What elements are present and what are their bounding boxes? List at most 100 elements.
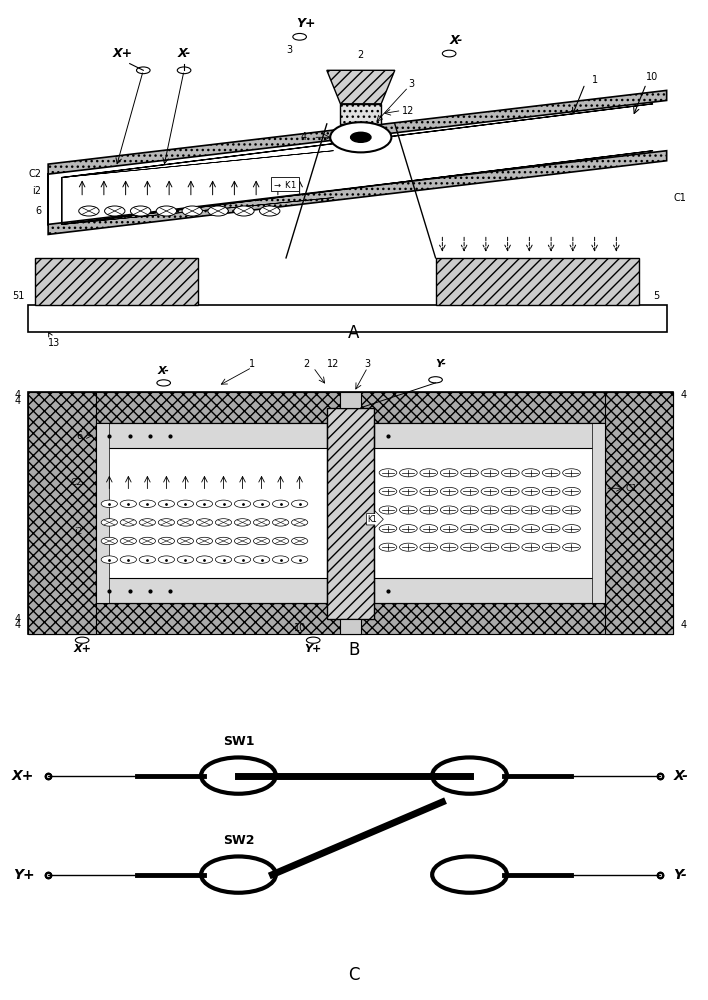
Text: B: B: [348, 641, 360, 659]
Bar: [375, 423, 605, 448]
Text: X-: X-: [673, 769, 688, 783]
Circle shape: [253, 537, 270, 545]
Circle shape: [379, 525, 396, 533]
Circle shape: [101, 556, 118, 563]
Circle shape: [139, 537, 156, 545]
Circle shape: [215, 556, 232, 563]
Circle shape: [120, 556, 137, 563]
Text: Y+: Y+: [13, 868, 35, 882]
Circle shape: [75, 637, 89, 643]
Circle shape: [196, 500, 212, 508]
Circle shape: [461, 506, 479, 514]
Circle shape: [253, 556, 270, 563]
Text: 4: 4: [680, 620, 686, 630]
Circle shape: [379, 469, 396, 477]
Text: 4: 4: [15, 396, 21, 406]
Circle shape: [350, 132, 371, 142]
Circle shape: [481, 525, 498, 533]
Circle shape: [461, 543, 479, 551]
Text: Y-: Y-: [435, 359, 447, 369]
Bar: [96, 578, 327, 603]
Circle shape: [399, 525, 417, 533]
Circle shape: [120, 519, 137, 526]
Circle shape: [177, 519, 193, 526]
Text: 6: 6: [76, 431, 82, 441]
Text: 1: 1: [249, 359, 255, 369]
Circle shape: [481, 543, 498, 551]
Bar: [96, 423, 327, 448]
Circle shape: [273, 537, 289, 545]
Bar: [341, 392, 361, 408]
Circle shape: [420, 543, 438, 551]
Circle shape: [273, 500, 289, 508]
Circle shape: [399, 543, 417, 551]
Circle shape: [563, 543, 581, 551]
Circle shape: [440, 543, 458, 551]
Text: C1: C1: [626, 484, 638, 493]
Bar: [28, 392, 96, 634]
Circle shape: [563, 487, 581, 495]
Text: 4: 4: [300, 132, 307, 142]
Circle shape: [440, 469, 458, 477]
Circle shape: [201, 856, 276, 893]
Circle shape: [501, 487, 519, 495]
Circle shape: [215, 500, 232, 508]
Circle shape: [542, 506, 560, 514]
Circle shape: [139, 519, 156, 526]
Circle shape: [563, 469, 581, 477]
Circle shape: [481, 487, 498, 495]
Circle shape: [177, 556, 193, 563]
Circle shape: [293, 33, 307, 40]
Circle shape: [215, 537, 232, 545]
Polygon shape: [48, 90, 667, 234]
Circle shape: [501, 506, 519, 514]
Bar: [375, 578, 605, 603]
Circle shape: [522, 506, 539, 514]
Circle shape: [177, 67, 191, 74]
Bar: [341, 104, 381, 124]
Circle shape: [522, 469, 539, 477]
Text: 51: 51: [12, 291, 24, 301]
Bar: [375, 423, 605, 603]
Text: K1: K1: [367, 515, 377, 524]
Circle shape: [501, 469, 519, 477]
Circle shape: [120, 500, 137, 508]
Text: 12: 12: [327, 359, 340, 369]
Circle shape: [542, 469, 560, 477]
Text: 13: 13: [48, 333, 60, 348]
Polygon shape: [62, 104, 653, 224]
Text: C2: C2: [28, 169, 41, 179]
Circle shape: [399, 487, 417, 495]
Circle shape: [442, 50, 456, 57]
Circle shape: [330, 122, 392, 152]
Circle shape: [461, 525, 479, 533]
Circle shape: [234, 206, 254, 216]
Circle shape: [501, 525, 519, 533]
Text: 4: 4: [15, 620, 21, 630]
Circle shape: [120, 537, 137, 545]
Text: C1: C1: [673, 193, 686, 203]
Circle shape: [253, 519, 270, 526]
Circle shape: [273, 519, 289, 526]
Circle shape: [440, 506, 458, 514]
Bar: [35, 258, 198, 305]
Circle shape: [208, 206, 228, 216]
Circle shape: [196, 519, 212, 526]
Text: Y+: Y+: [304, 645, 322, 654]
Circle shape: [273, 556, 289, 563]
Bar: [605, 392, 673, 634]
Circle shape: [481, 469, 498, 477]
Polygon shape: [327, 70, 395, 104]
Circle shape: [522, 487, 539, 495]
Text: i2: i2: [33, 186, 41, 196]
Text: X-: X-: [450, 34, 462, 47]
Bar: [28, 392, 673, 423]
Circle shape: [79, 206, 99, 216]
Polygon shape: [62, 151, 333, 224]
Circle shape: [101, 500, 118, 508]
Text: C: C: [348, 966, 360, 984]
Text: SW1: SW1: [223, 735, 254, 748]
Circle shape: [159, 556, 175, 563]
Circle shape: [159, 500, 175, 508]
Text: X-: X-: [178, 47, 190, 60]
